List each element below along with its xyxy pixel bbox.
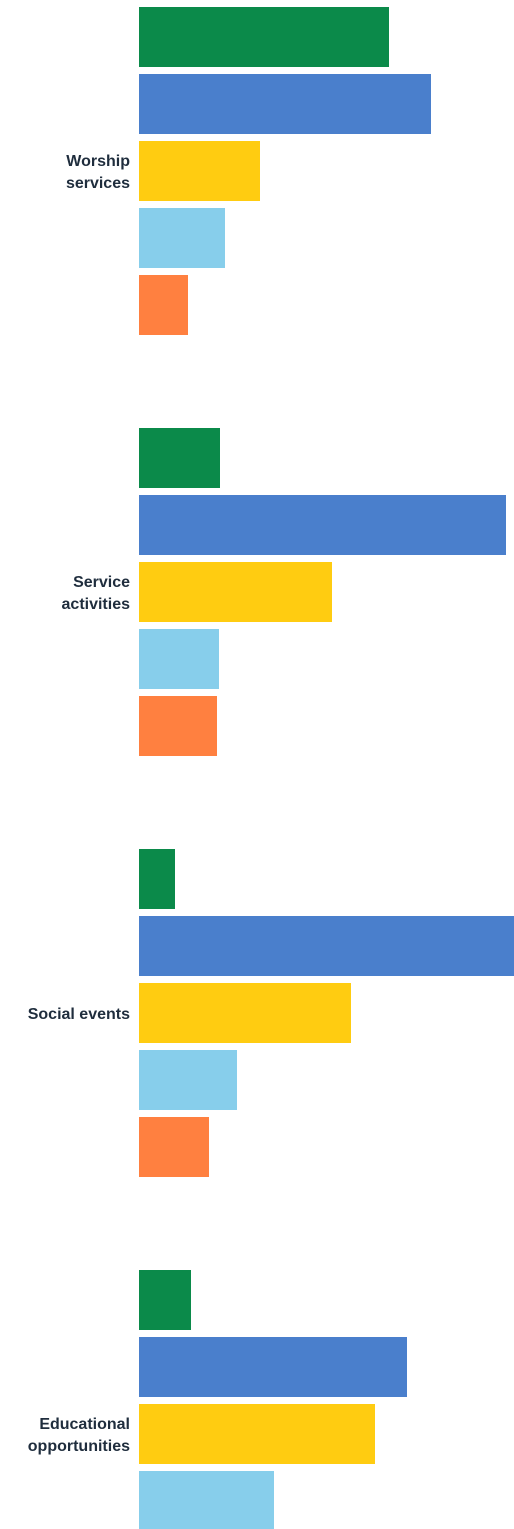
bar-3-1 [139,1337,407,1397]
bar-3-0 [139,1270,191,1330]
category-label-2: Social events [28,1006,130,1023]
bar-2-0 [139,849,175,909]
bar-1-2 [139,562,332,622]
bar-2-2 [139,983,351,1043]
bar-1-3 [139,629,219,689]
bar-2-4 [139,1117,209,1177]
category-label-1: Service activities [62,574,131,613]
bar-0-0 [139,7,389,67]
bar-1-1 [139,495,506,555]
bar-0-1 [139,74,431,134]
bar-0-3 [139,208,225,268]
bar-2-1 [139,916,514,976]
bar-1-4 [139,696,217,756]
bar-3-3 [139,1471,274,1529]
category-label-3: Educational opportunities [28,1416,130,1455]
bar-0-4 [139,275,188,335]
bar-1-0 [139,428,220,488]
bar-0-2 [139,141,260,201]
bar-2-3 [139,1050,237,1110]
category-label-0: Worship services [66,153,130,192]
bar-3-2 [139,1404,375,1464]
